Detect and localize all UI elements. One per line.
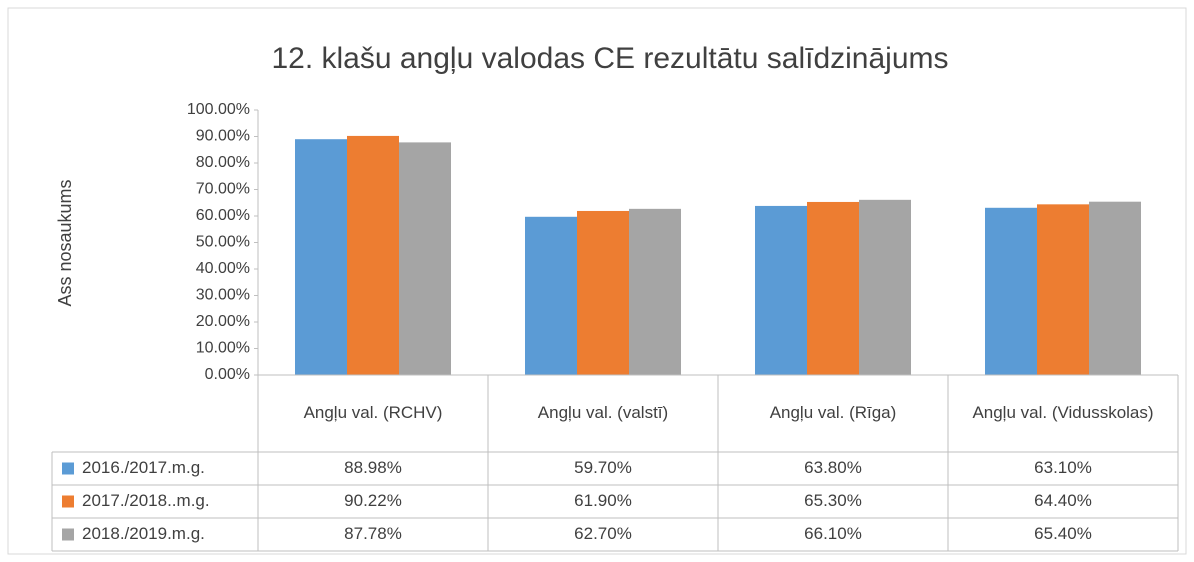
bar — [1089, 201, 1141, 375]
bar — [859, 199, 911, 375]
bar — [295, 139, 347, 375]
y-tick-label: 50.00% — [196, 234, 250, 251]
y-tick-label: 70.00% — [196, 181, 250, 198]
data-label: 88.98% — [344, 458, 402, 478]
bar — [399, 142, 451, 375]
legend-label: 2018./2019.m.g. — [82, 524, 205, 544]
y-tick-label: 30.00% — [196, 287, 250, 304]
data-label: 59.70% — [574, 458, 632, 478]
y-tick-label: 100.00% — [187, 101, 250, 118]
y-tick-label: 90.00% — [196, 128, 250, 145]
data-label: 66.10% — [804, 524, 862, 544]
y-tick-label: 40.00% — [196, 260, 250, 277]
data-label: 63.80% — [804, 458, 862, 478]
bar — [807, 201, 859, 375]
data-label: 65.30% — [804, 491, 862, 511]
y-tick-label: 10.00% — [196, 340, 250, 357]
x-tick-label: Angļu val. (valstī) — [537, 403, 669, 423]
bar — [755, 205, 807, 375]
bar — [525, 216, 577, 375]
x-tick-label: Angļu val. (Rīga) — [769, 403, 897, 423]
data-label: 64.40% — [1034, 491, 1092, 511]
x-tick-label: Angļu val. (Vidusskolas) — [972, 403, 1154, 423]
chart-title: 12. klašu angļu valodas CE rezultātu sal… — [271, 42, 948, 75]
y-tick-label: 60.00% — [196, 207, 250, 224]
legend-label: 2017./2018..m.g. — [82, 491, 210, 511]
data-label: 62.70% — [574, 524, 632, 544]
y-tick-label: 0.00% — [205, 366, 250, 383]
bar — [985, 207, 1037, 375]
x-tick-label: Angļu val. (RCHV) — [303, 403, 443, 423]
bar — [577, 210, 629, 375]
data-label: 63.10% — [1034, 458, 1092, 478]
y-tick-label: 20.00% — [196, 313, 250, 330]
legend-swatch — [62, 462, 74, 475]
data-label: 90.22% — [344, 491, 402, 511]
data-label: 61.90% — [574, 491, 632, 511]
legend-swatch — [62, 495, 74, 508]
bar — [629, 208, 681, 375]
legend-label: 2016./2017.m.g. — [82, 458, 205, 478]
data-label: 65.40% — [1034, 524, 1092, 544]
y-tick-label: 80.00% — [196, 154, 250, 171]
y-axis-title: Ass nosaukums — [55, 179, 75, 306]
data-label: 87.78% — [344, 524, 402, 544]
bar — [347, 135, 399, 375]
bar — [1037, 204, 1089, 375]
legend-swatch — [62, 528, 74, 541]
